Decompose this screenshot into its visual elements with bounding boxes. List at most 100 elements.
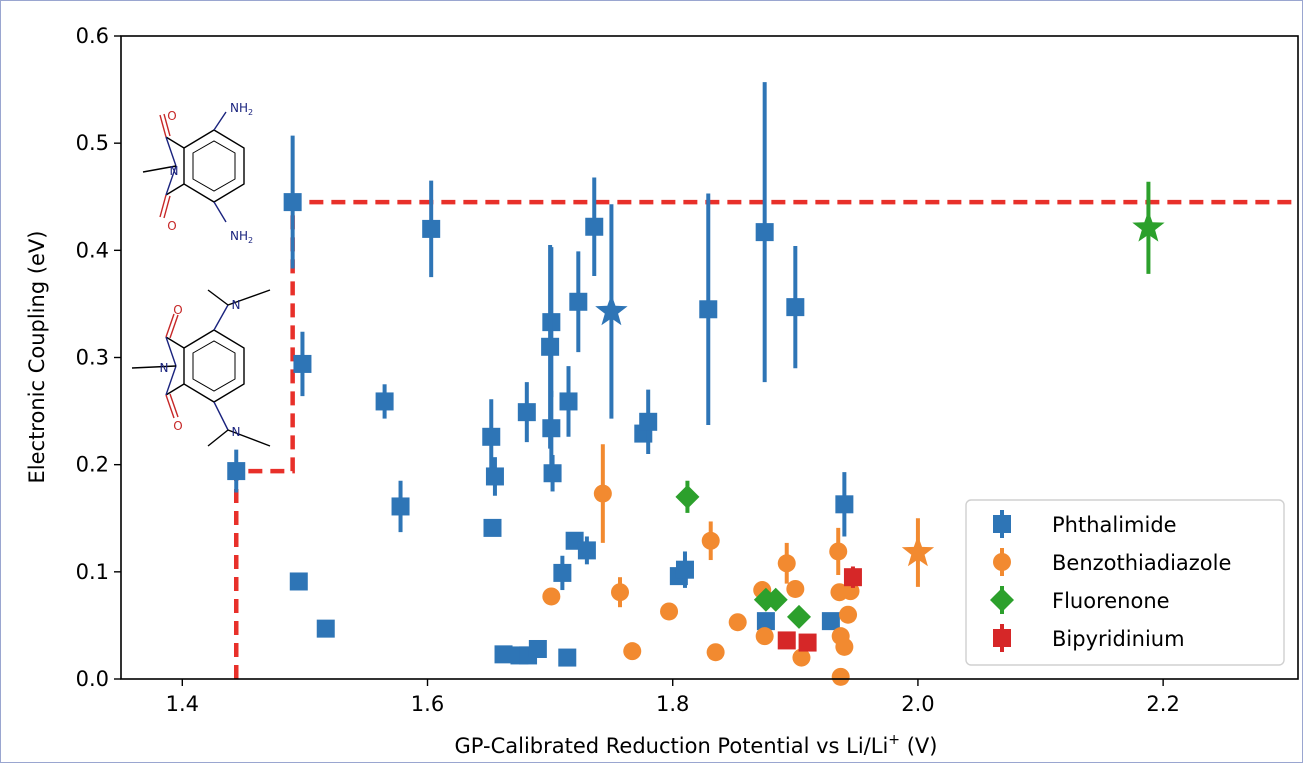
star-point	[901, 535, 935, 567]
data-point	[675, 560, 694, 579]
series-phthalimide	[227, 82, 854, 667]
y-axis-label: Electronic Coupling (eV)	[25, 231, 49, 484]
data-point	[517, 403, 536, 422]
data-point	[316, 619, 335, 638]
x-tick-label: 2.2	[1146, 692, 1179, 716]
data-point	[375, 392, 394, 411]
data-point	[763, 587, 788, 612]
legend-label: Phthalimide	[1052, 513, 1177, 537]
data-point	[585, 217, 604, 236]
data-point	[786, 298, 805, 317]
y-tick-label: 0.6	[76, 24, 109, 48]
data-point	[553, 563, 572, 582]
legend-label: Fluorenone	[1052, 589, 1170, 613]
oxygen-label: O	[173, 419, 182, 433]
molecule-structures: O O N NH2 NH2 O O N N N	[131, 101, 271, 447]
x-tick-label: 1.6	[411, 692, 444, 716]
pareto-front	[233, 199, 1298, 679]
data-point	[787, 604, 812, 629]
x-tick-label: 1.8	[656, 692, 689, 716]
data-point	[639, 412, 658, 431]
y-tick-label: 0.4	[76, 238, 109, 262]
amine-label: NH2	[230, 101, 253, 117]
data-point	[422, 219, 441, 238]
data-point	[821, 612, 840, 631]
data-point	[843, 568, 862, 587]
legend-marker	[990, 588, 1014, 612]
data-point	[593, 484, 612, 503]
data-point	[755, 627, 774, 646]
data-point	[559, 392, 578, 411]
data-point	[699, 300, 718, 319]
y-tick-label: 0.1	[76, 560, 109, 584]
data-point	[610, 583, 629, 602]
data-point	[494, 645, 513, 664]
data-point	[227, 462, 246, 481]
y-tick-label: 0.0	[76, 667, 109, 691]
y-tick-label: 0.5	[76, 131, 109, 155]
data-point	[542, 587, 561, 606]
data-point	[558, 648, 577, 667]
legend-entry: Benzothiadiazole	[993, 548, 1231, 576]
data-point	[289, 572, 308, 591]
data-point	[675, 484, 700, 509]
legend-label: Benzothiadiazole	[1052, 551, 1231, 575]
pareto-front-line	[233, 199, 1298, 679]
data-points	[227, 82, 1165, 686]
axes: 1.4 1.6 1.8 2.0 2.2 0.0 0.1 0.2 0.3 0.4 0.5 0.6	[76, 24, 1299, 716]
data-point	[841, 582, 860, 601]
data-point	[786, 579, 805, 598]
data-point	[792, 648, 811, 667]
data-point	[660, 602, 679, 621]
molecule-dimethylamino	[131, 289, 271, 447]
data-point	[543, 464, 562, 483]
data-point	[701, 531, 720, 550]
y-tick-label: 0.3	[76, 346, 109, 370]
data-point	[755, 223, 774, 242]
data-point	[835, 637, 854, 656]
data-point	[839, 605, 858, 624]
legend-marker	[993, 629, 1011, 647]
data-point	[528, 639, 547, 658]
legend-entry: Fluorenone	[990, 586, 1170, 614]
data-point	[777, 554, 796, 573]
data-point	[706, 643, 725, 662]
data-point	[569, 292, 588, 311]
data-point	[831, 667, 850, 686]
data-point	[391, 497, 410, 516]
data-point	[577, 541, 596, 560]
legend-entry: Bipyridinium	[993, 624, 1185, 652]
data-point	[283, 193, 302, 212]
star-point	[595, 294, 628, 326]
nitrogen-label: N	[232, 425, 241, 439]
legend-marker	[993, 515, 1011, 533]
data-point	[756, 612, 775, 631]
molecule-diamino	[142, 111, 245, 223]
legend-label: Bipyridinium	[1052, 627, 1185, 651]
star-point	[1132, 210, 1165, 242]
data-point	[835, 495, 854, 514]
series-bipyridinium	[777, 566, 862, 652]
oxygen-label: O	[167, 219, 176, 233]
data-point	[829, 542, 848, 561]
legend: Phthalimide Benzothiadiazole Fluorenone Bip…	[965, 499, 1285, 666]
x-axis-label: GP-Calibrated Reduction Potential vs Li/…	[455, 732, 938, 758]
data-point	[623, 642, 642, 661]
nitrogen-label: N	[232, 298, 241, 312]
data-point	[542, 419, 561, 438]
series-benzothiadiazole	[542, 444, 935, 686]
legend-box	[965, 499, 1285, 666]
oxygen-label: O	[167, 109, 176, 123]
data-point	[483, 518, 502, 537]
nitrogen-label: N	[170, 164, 179, 178]
data-point	[541, 337, 560, 356]
y-tick-label: 0.2	[76, 453, 109, 477]
data-point	[482, 427, 501, 446]
data-point	[798, 633, 817, 652]
x-tick-label: 1.4	[166, 692, 199, 716]
legend-entry: Phthalimide	[993, 510, 1177, 538]
data-point	[728, 613, 747, 632]
amine-label: NH2	[230, 229, 253, 245]
legend-marker	[993, 553, 1011, 571]
